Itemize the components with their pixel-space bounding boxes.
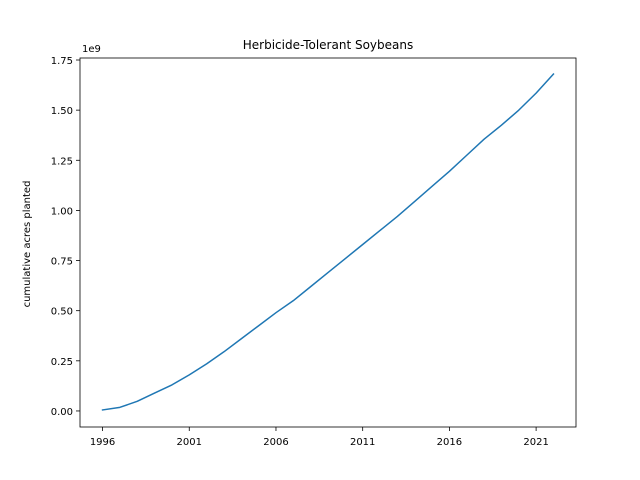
x-tick-label: 2006 — [263, 437, 288, 448]
x-tick-label: 2016 — [437, 437, 462, 448]
x-axis: 1996 2001 2006 2011 2016 2021 — [90, 427, 549, 448]
y-axis: 0.00 0.25 0.50 0.75 1.00 1.25 1.50 1.75 — [51, 56, 80, 418]
y-tick-label: 1.00 — [51, 206, 73, 217]
y-tick-label: 0.50 — [51, 307, 73, 318]
y-tick-label: 1.50 — [51, 106, 73, 117]
x-tick-label: 1996 — [90, 437, 115, 448]
x-tick-label: 2001 — [177, 437, 202, 448]
x-tick-label: 2021 — [523, 437, 548, 448]
y-tick-label: 0.75 — [51, 257, 73, 268]
chart-title: Herbicide-Tolerant Soybeans — [243, 38, 413, 52]
y-offset-label: 1e9 — [82, 44, 101, 55]
y-axis-label: cumulative acres planted — [22, 181, 33, 308]
series-line — [101, 72, 555, 411]
plot-frame — [79, 57, 577, 428]
y-tick-label: 0.00 — [51, 407, 73, 418]
y-tick-label: 1.25 — [51, 156, 73, 167]
x-tick-label: 2011 — [350, 437, 375, 448]
y-tick-label: 0.25 — [51, 357, 73, 368]
y-tick-label: 1.75 — [51, 56, 73, 67]
series-layer — [101, 72, 555, 411]
